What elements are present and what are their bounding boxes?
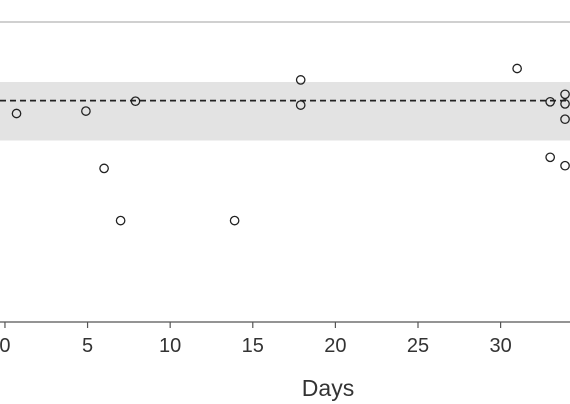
x-tick-label-15: 15 [242, 335, 264, 357]
x-tick-label-20: 20 [324, 335, 346, 357]
x-tick-label-30: 30 [489, 335, 511, 357]
data-point-2 [99, 163, 109, 174]
reference-band [0, 82, 570, 141]
x-axis-title: Days [302, 375, 354, 401]
x-tick-label-0: 0 [0, 335, 11, 357]
x-axis: 0 5 10 15 20 25 30 [0, 21, 570, 357]
reference-band-layer [0, 82, 570, 141]
data-points-layer [11, 63, 570, 226]
data-point-3 [115, 215, 126, 226]
data-point-14 [560, 160, 570, 171]
x-tick-label-5: 5 [82, 335, 93, 357]
data-point-1 [81, 106, 91, 116]
x-tick-label-10: 10 [159, 335, 181, 357]
data-point-9 [545, 96, 556, 107]
data-point-4 [130, 96, 141, 107]
data-point-10 [545, 152, 556, 163]
data-point-12 [560, 99, 570, 109]
data-point-0 [11, 108, 22, 119]
data-point-13 [560, 114, 570, 125]
data-point-6 [295, 75, 306, 85]
data-point-11 [560, 89, 570, 100]
data-point-5 [229, 215, 240, 226]
data-point-8 [512, 63, 522, 74]
x-tick-label-25: 25 [407, 335, 429, 357]
data-point-7 [295, 100, 306, 110]
